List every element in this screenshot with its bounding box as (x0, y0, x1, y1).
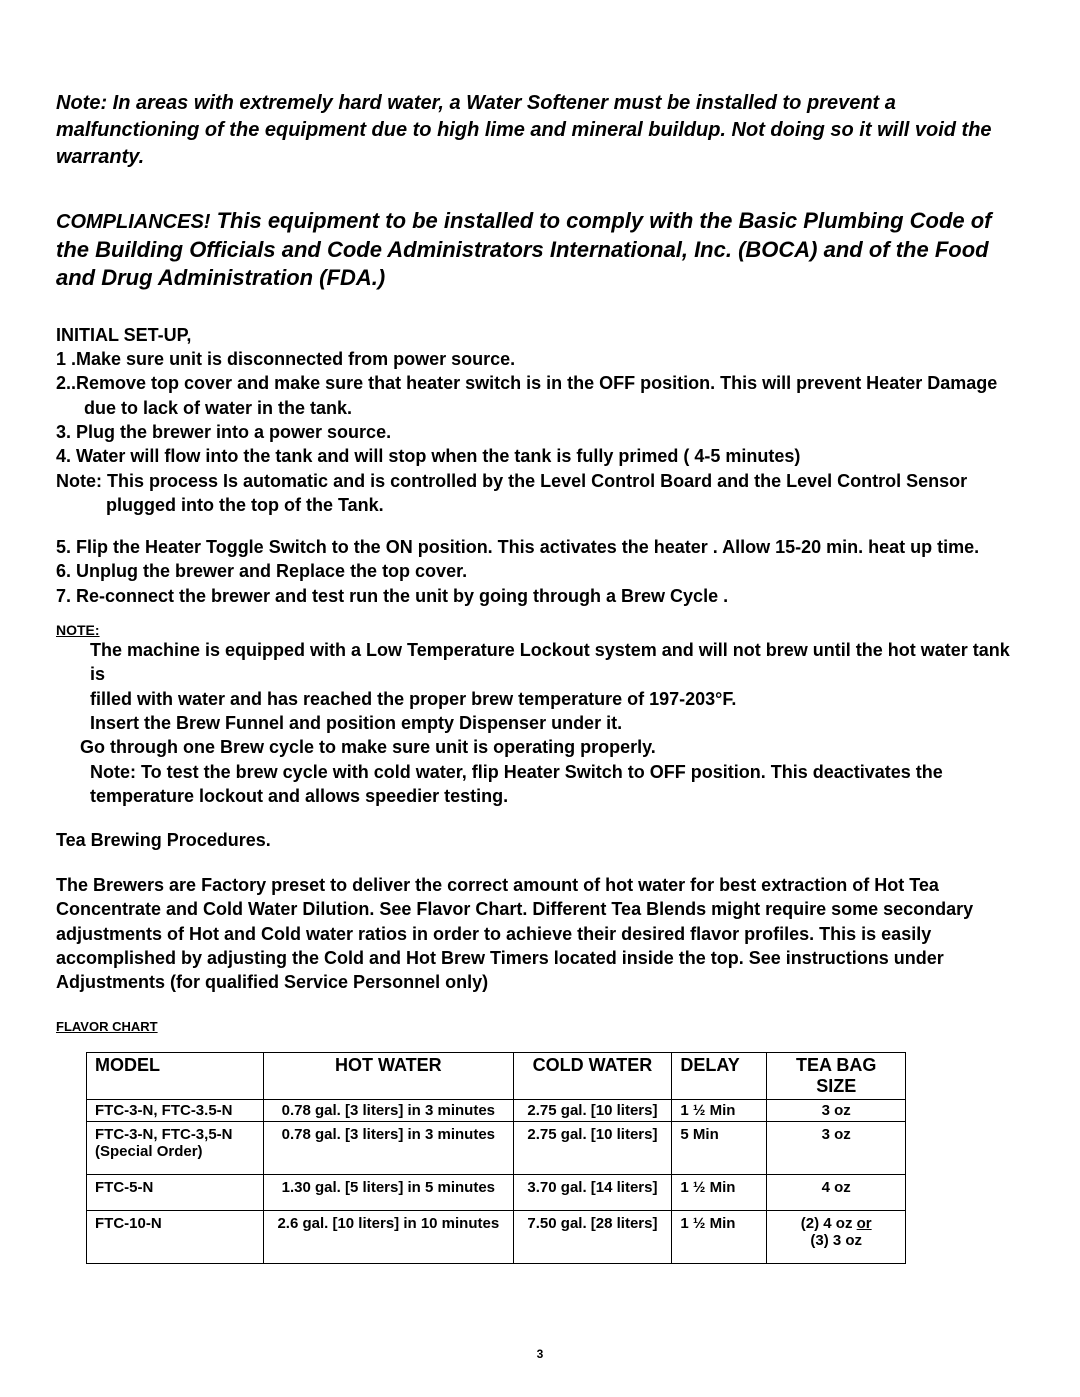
cell-bag: 4 oz (767, 1174, 906, 1210)
setup-step-3: 3. Plug the brewer into a power source. (56, 420, 1024, 444)
tea-brewing-heading: Tea Brewing Procedures. (56, 830, 1024, 851)
cell-cold: 7.50 gal. [28 liters] (513, 1210, 672, 1263)
header-delay: DELAY (672, 1052, 767, 1099)
cell-model: FTC-5-N (87, 1174, 264, 1210)
setup-step-4: 4. Water will flow into the tank and wil… (56, 444, 1024, 468)
setup-note-a: Note: This process Is automatic and is c… (56, 469, 1024, 493)
cell-bag-line1: (2) 4 oz (801, 1215, 857, 1232)
tea-brewing-body: The Brewers are Factory preset to delive… (56, 873, 1024, 994)
note-block: The machine is equipped with a Low Tempe… (56, 638, 1024, 808)
cell-delay: 1 ½ Min (672, 1099, 767, 1121)
flavor-chart-table: MODEL HOT WATER COLD WATER DELAY TEA BAG… (86, 1052, 906, 1264)
note-line-2: filled with water and has reached the pr… (56, 687, 1024, 711)
setup-step-1: 1 .Make sure unit is disconnected from p… (56, 347, 1024, 371)
setup-step-2a: 2..Remove top cover and make sure that h… (56, 371, 1024, 395)
compliances-lead: COMPLIANCES! (56, 211, 210, 233)
cell-model: FTC-3-N, FTC-3,5-N (Special Order) (87, 1121, 264, 1174)
note-label: NOTE: (56, 622, 1024, 638)
header-hot-water: HOT WATER (264, 1052, 513, 1099)
note-line-1: The machine is equipped with a Low Tempe… (56, 638, 1024, 687)
note-line-6: temperature lockout and allows speedier … (56, 784, 1024, 808)
setup-step-5: 5. Flip the Heater Toggle Switch to the … (56, 535, 1024, 559)
setup-note-b: plugged into the top of the Tank. (56, 493, 1024, 517)
cell-delay: 1 ½ Min (672, 1174, 767, 1210)
note-line-4: Go through one Brew cycle to make sure u… (56, 735, 1024, 759)
setup-step-6: 6. Unplug the brewer and Replace the top… (56, 559, 1024, 583)
cell-hot: 0.78 gal. [3 liters] in 3 minutes (264, 1099, 513, 1121)
table-row: FTC-5-N 1.30 gal. [5 liters] in 5 minute… (87, 1174, 906, 1210)
cell-bag-or: or (857, 1215, 872, 1232)
cell-hot: 1.30 gal. [5 liters] in 5 minutes (264, 1174, 513, 1210)
cell-model-line1: FTC-3-N, FTC-3,5-N (95, 1126, 233, 1143)
header-tea-bag-size: TEA BAG SIZE (767, 1052, 906, 1099)
cell-hot: 0.78 gal. [3 liters] in 3 minutes (264, 1121, 513, 1174)
page-number: 3 (0, 1347, 1080, 1361)
cell-model-line2: (Special Order) (95, 1143, 203, 1160)
table-row: FTC-3-N, FTC-3.5-N 0.78 gal. [3 liters] … (87, 1099, 906, 1121)
setup-step-7: 7. Re-connect the brewer and test run th… (56, 584, 1024, 608)
cell-bag: 3 oz (767, 1099, 906, 1121)
cell-cold: 2.75 gal. [10 liters] (513, 1099, 672, 1121)
cell-bag-line2: (3) 3 oz (810, 1232, 862, 1249)
note-line-3: Insert the Brew Funnel and position empt… (56, 711, 1024, 735)
cell-cold: 3.70 gal. [14 liters] (513, 1174, 672, 1210)
table-row: FTC-10-N 2.6 gal. [10 liters] in 10 minu… (87, 1210, 906, 1263)
table-row: FTC-3-N, FTC-3,5-N (Special Order) 0.78 … (87, 1121, 906, 1174)
note-line-5: Note: To test the brew cycle with cold w… (56, 760, 1024, 784)
setup-step-2b: due to lack of water in the tank. (56, 396, 1024, 420)
cell-hot: 2.6 gal. [10 liters] in 10 minutes (264, 1210, 513, 1263)
compliances-paragraph: COMPLIANCES! This equipment to be instal… (56, 207, 1024, 293)
cell-delay: 1 ½ Min (672, 1210, 767, 1263)
flavor-chart-label: FLAVOR CHART (56, 1019, 1024, 1034)
cell-delay: 5 Min (672, 1121, 767, 1174)
initial-setup-section: INITIAL SET-UP, 1 .Make sure unit is dis… (56, 323, 1024, 608)
cell-bag: 3 oz (767, 1121, 906, 1174)
document-page: Note: In areas with extremely hard water… (0, 0, 1080, 1397)
cell-cold: 2.75 gal. [10 liters] (513, 1121, 672, 1174)
cell-model: FTC-10-N (87, 1210, 264, 1263)
header-cold-water: COLD WATER (513, 1052, 672, 1099)
hard-water-note: Note: In areas with extremely hard water… (56, 90, 1024, 171)
cell-bag: (2) 4 oz or (3) 3 oz (767, 1210, 906, 1263)
header-model: MODEL (87, 1052, 264, 1099)
initial-setup-heading: INITIAL SET-UP, (56, 323, 1024, 347)
cell-model: FTC-3-N, FTC-3.5-N (87, 1099, 264, 1121)
table-header-row: MODEL HOT WATER COLD WATER DELAY TEA BAG… (87, 1052, 906, 1099)
